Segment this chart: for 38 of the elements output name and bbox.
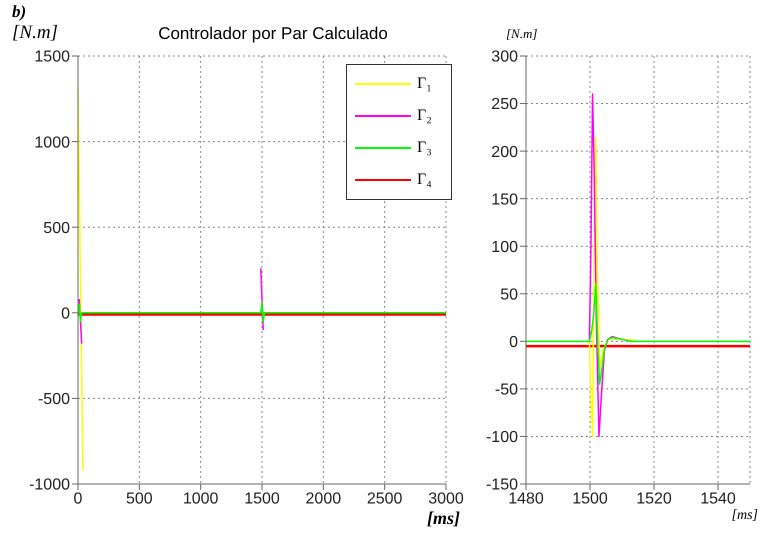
- x-tick-label: 1500: [572, 490, 608, 508]
- y-axis-title: [N.m]: [12, 22, 58, 44]
- legend-label: Γ₁: [417, 75, 432, 93]
- y-tick-label: 500: [43, 220, 70, 237]
- x-tick-label: 3000: [428, 490, 464, 508]
- line-series: [526, 284, 750, 385]
- x-axis-title: [ms]: [732, 508, 758, 524]
- text: b): [12, 2, 26, 22]
- legend-label: Γ₃: [417, 139, 432, 157]
- line-series: [588, 136, 636, 438]
- y-tick-label: 100: [491, 238, 518, 256]
- y-tick-label: 300: [491, 48, 518, 66]
- x-axis-title: [ms]: [427, 508, 460, 529]
- legend-label: Γ₄: [417, 171, 432, 189]
- y-tick-label: 0: [509, 334, 518, 352]
- line-series: [78, 302, 446, 322]
- y-tick-label: 1000: [34, 134, 70, 152]
- legend-label: Γ₂: [417, 107, 432, 125]
- x-tick-label: 1540: [700, 490, 736, 508]
- y-tick-label: -50: [494, 382, 518, 399]
- x-tick-label: 500: [126, 490, 153, 508]
- y-tick-label: 250: [491, 96, 518, 114]
- chart-title: Controlador por Par Calculado: [157, 24, 389, 44]
- y-tick-label: -500: [38, 391, 70, 408]
- x-tick-label: 0: [74, 490, 83, 508]
- x-tick-label: 2500: [366, 490, 403, 508]
- x-tick-label: 1000: [182, 490, 219, 508]
- x-tick-label: 1520: [636, 490, 672, 508]
- x-tick-label: 1500: [244, 490, 280, 508]
- y-axis-title: [N.m]: [506, 26, 538, 42]
- y-tick-label: 0: [61, 305, 70, 322]
- y-tick-label: 1500: [34, 48, 70, 66]
- y-tick-label: 200: [491, 144, 518, 161]
- y-tick-label: -100: [486, 429, 518, 446]
- y-tick-label: 50: [500, 286, 518, 304]
- y-tick-label: 150: [491, 191, 518, 208]
- x-tick-label: 2000: [306, 490, 342, 508]
- y-tick-label: -1000: [29, 476, 70, 494]
